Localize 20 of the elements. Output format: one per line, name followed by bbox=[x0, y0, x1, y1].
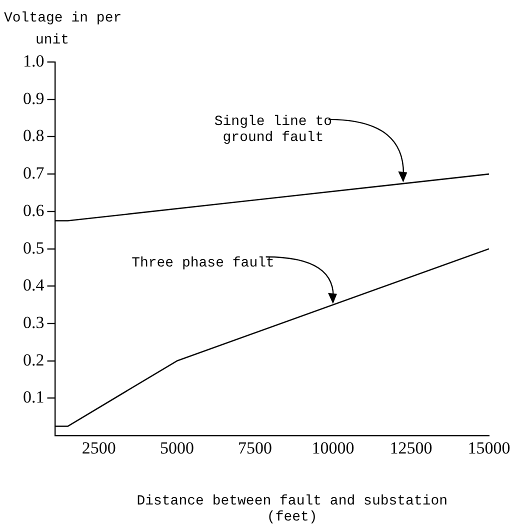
x-tick-label: 10000 bbox=[312, 438, 354, 458]
y-tick-label: 0.4 bbox=[23, 276, 45, 295]
y-tick-label: 0.7 bbox=[23, 164, 45, 183]
y-tick-label: 0.3 bbox=[23, 312, 44, 332]
x-tick-label: 5000 bbox=[160, 438, 194, 458]
y-tick-label: 0.9 bbox=[23, 88, 44, 108]
y-axis-title: Voltage in per unit bbox=[4, 10, 122, 49]
x-tick-label: 7500 bbox=[238, 438, 272, 458]
x-tick-label: 15000 bbox=[468, 438, 510, 458]
x-axis-title: Distance between fault and substation (feet) bbox=[136, 493, 448, 526]
annotation: Single line to ground fault bbox=[214, 114, 332, 146]
y-tick-label: 0.5 bbox=[23, 238, 44, 258]
y-tick-label: 0.8 bbox=[23, 126, 44, 146]
x-tick-label: 12500 bbox=[390, 438, 432, 458]
y-tick-label: 0.1 bbox=[23, 388, 44, 407]
x-tick-label: 2500 bbox=[82, 438, 116, 458]
y-tick-label: 0.6 bbox=[23, 200, 44, 220]
y-tick-label: 0.2 bbox=[23, 350, 44, 370]
annotation: Three phase fault bbox=[132, 256, 274, 272]
y-tick-label: 1.0 bbox=[23, 51, 44, 70]
